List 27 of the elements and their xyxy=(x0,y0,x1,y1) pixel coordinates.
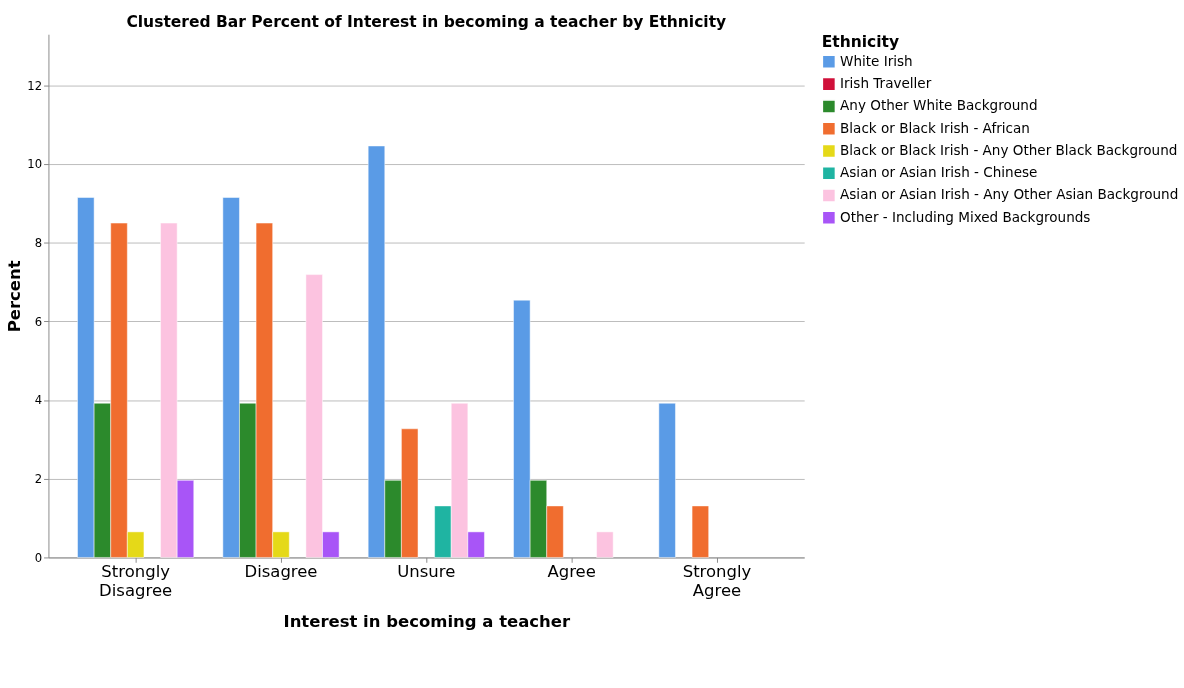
x-tick-label: Strongly Agree xyxy=(682,562,752,600)
y-tick-label: 8 xyxy=(34,236,43,251)
bar xyxy=(658,402,676,558)
legend-label: Asian or Asian Irish - Chinese xyxy=(840,164,1038,181)
x-tick-label: Disagree xyxy=(244,562,318,582)
chart-title: Clustered Bar Percent of Interest in becoming a teacher by Ethnicity xyxy=(126,13,727,32)
y-axis-title: Percent xyxy=(4,260,24,333)
legend-label: Black or Black Irish - African xyxy=(840,119,1030,136)
legend-label: Other - Including Mixed Backgrounds xyxy=(840,208,1091,225)
y-tick-label: 6 xyxy=(34,314,43,329)
legend-label: White Irish xyxy=(840,52,913,69)
x-tick-label: Unsure xyxy=(397,562,456,582)
bar xyxy=(596,531,614,558)
legend-label: Black or Black Irish - Any Other Black Background xyxy=(840,141,1178,158)
x-axis-title: Interest in becoming a teacher xyxy=(283,611,571,631)
y-tick-label: 0 xyxy=(34,550,43,565)
legend-title: Ethnicity xyxy=(821,32,900,51)
legend-label: Irish Traveller xyxy=(840,75,932,92)
legend-label: Any Other White Background xyxy=(840,97,1038,114)
x-tick-label: Strongly Disagree xyxy=(99,562,173,600)
x-tick-label: Agree xyxy=(547,562,596,582)
bar xyxy=(691,505,709,558)
legend-label: Asian or Asian Irish - Any Other Asian Background xyxy=(840,186,1179,203)
y-tick-label: 10 xyxy=(27,157,43,172)
y-tick-label: 2 xyxy=(34,472,43,487)
y-tick-label: 12 xyxy=(27,78,43,93)
y-tick-label: 4 xyxy=(34,393,43,408)
